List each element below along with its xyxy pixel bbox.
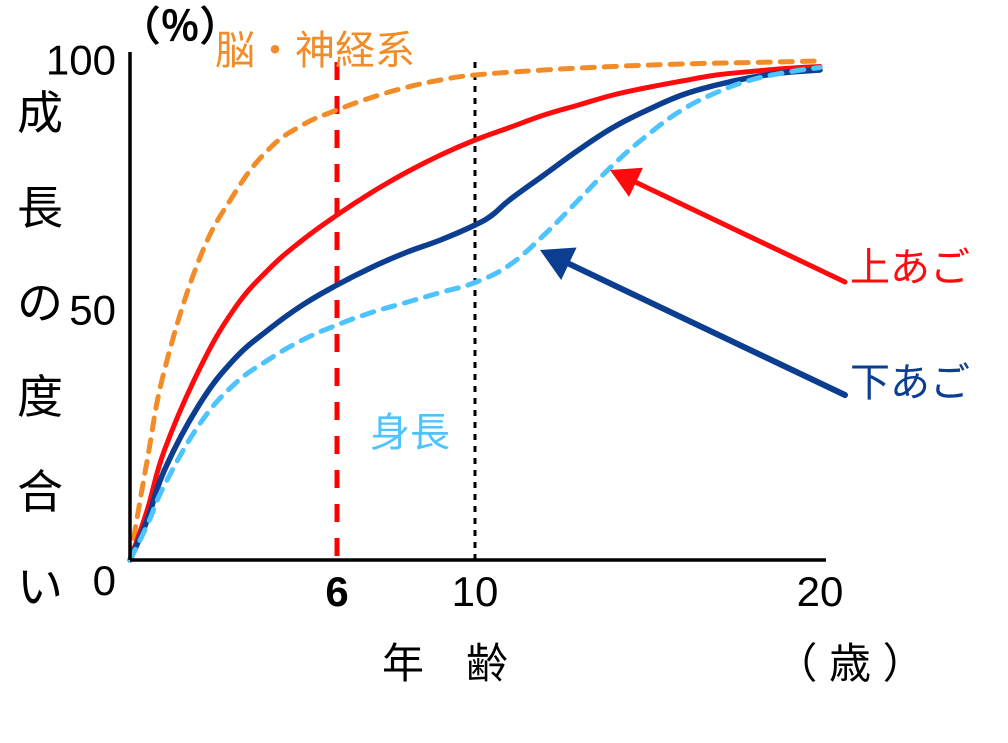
x-tick-label: 10	[452, 568, 499, 615]
x-axis-unit: （ 歳 ）	[775, 640, 924, 687]
y-tick-label: 50	[69, 287, 116, 334]
y-title-char-3: 度	[17, 374, 63, 420]
y-title-char-2: の	[17, 280, 63, 326]
y-tick-label: 100	[46, 37, 116, 84]
annot-upper-jaw: 上あご	[850, 235, 970, 293]
annot-height: 身長	[370, 400, 450, 458]
y-title-char-4: 合	[17, 469, 63, 515]
y-title-char-5: い	[17, 564, 63, 610]
growth-chart: 成 長 の 度 合 い 050100（％）61020年 齢（ 歳 ） 脳・神経系…	[0, 0, 1008, 743]
y-title-char-0: 成	[17, 90, 63, 136]
y-axis-title: 成 長 の 度 合 い	[10, 90, 70, 610]
arrow-lower-jaw	[562, 260, 845, 395]
x-axis-title: 年 齢	[382, 640, 508, 687]
annot-brain-nerve: 脳・神経系	[215, 18, 415, 76]
arrow-upper-jaw	[629, 179, 845, 282]
y-title-char-1: 長	[17, 185, 63, 231]
x-tick-label: 6	[325, 568, 348, 615]
x-tick-label: 20	[797, 568, 844, 615]
annot-lower-jaw: 下あご	[850, 350, 970, 408]
y-tick-label: 0	[93, 557, 116, 604]
